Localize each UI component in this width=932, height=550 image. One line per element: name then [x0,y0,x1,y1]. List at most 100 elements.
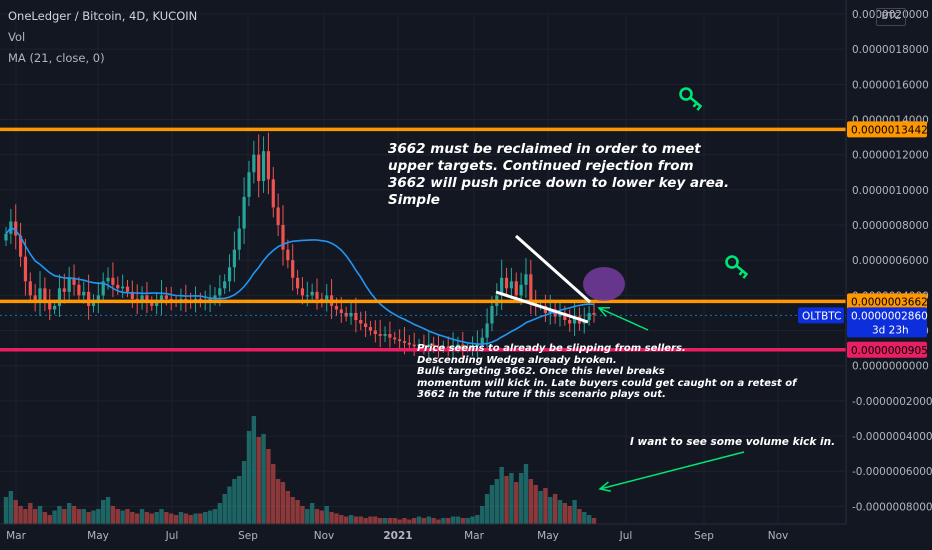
volume-bar [484,494,490,524]
candle-body [116,284,120,289]
price-tick-label: -0.0000002000 [852,396,932,408]
volume-bar [28,503,33,524]
candle-body [271,179,275,208]
candle-body [213,295,217,299]
volume-bar [241,461,247,524]
price-tick-label: 0.0000020000 [852,9,929,21]
candle-body [67,277,71,292]
horizontal-levels [0,127,846,352]
volume-bar [203,512,208,524]
volume-bar [86,512,91,524]
volume-bar [110,506,116,524]
moving-average-line [5,226,595,345]
candle-body [164,295,168,299]
candle-body [101,281,105,296]
wedge-upper-line [515,234,591,304]
volume-bar [178,512,184,524]
symbol-title[interactable]: OneLedger / Bitcoin, 4D, KUCOIN [8,9,198,23]
support-905-label: 0.0000000905 [851,345,928,357]
candle-body [383,334,387,336]
volume-bar [586,515,592,524]
volume-bar [397,519,402,524]
candle-body [349,312,353,317]
candle-body [4,233,8,241]
currency-badge[interactable]: BTC [876,8,906,26]
volume-bar [446,518,451,524]
volume-bar [144,512,150,524]
volume-bar [363,518,368,524]
arrow-head [598,481,611,492]
candle-body [96,295,100,303]
volume-bar [271,464,276,524]
volume-bar [572,500,577,524]
volume-bar [339,515,344,524]
candle-body [218,288,222,296]
volume-bar [504,476,509,524]
price-tick-label: -0.0000004000 [852,431,932,443]
candle-body [373,330,377,335]
candle-body [514,281,518,296]
candle-body [364,323,368,328]
candle-body [223,281,227,289]
candle-body [261,151,266,182]
volume-bar [159,509,164,524]
candle-body [315,291,319,299]
candle-body [276,207,280,226]
resistance-3662-label-bg [847,293,927,310]
volume-bar [23,509,28,524]
candle-body [125,286,130,292]
key-tooth [738,270,744,276]
price-tick-label: 0.0000016000 [852,79,929,91]
volume-bar [237,476,242,524]
candle-body [52,305,57,310]
candle-body [368,327,373,331]
volume-bar [441,518,446,524]
resistance-3662-label: 0.0000003662 [851,296,928,308]
volume-bar [169,513,174,524]
volume-arrow [598,451,745,492]
candle-body [393,337,397,340]
lower-note-line: Descending Wedge already broken. [417,354,617,366]
volume-bar [411,518,417,524]
volume-legend[interactable]: Vol [8,30,26,44]
ma-legend[interactable]: MA (21, close, 0) [8,51,105,65]
volume-bar [71,506,77,524]
key-tooth [696,105,702,111]
candle-body [87,291,91,306]
volume-bar [227,486,232,524]
candle-body [252,154,256,173]
volume-bar [314,509,320,524]
volume-bar [309,503,315,524]
volume-bar [348,515,354,524]
volume-bar [285,491,291,524]
volume-bar [135,513,140,524]
candle-body [344,312,348,317]
candle-body [334,305,339,310]
volume-bar [290,497,295,524]
candle-body [398,339,402,342]
candle-body [310,291,314,296]
volume-bar [280,482,286,524]
volume-bar [188,515,193,524]
volume-bar [42,512,48,524]
volume-bar [266,449,271,524]
volume-bar [105,497,111,524]
time-tick-label: Mar [464,530,484,542]
volume-bar [567,506,572,524]
volume-bar [295,500,300,524]
candle-body [509,281,513,289]
time-tick-label: 2021 [383,530,412,542]
time-tick-label: Sep [238,530,258,542]
upper-note-line: 3662 will push price down to lower key a… [388,175,730,191]
price-tick-label: -0.0000006000 [852,466,932,478]
candle-body [587,312,591,320]
candle-body [359,320,363,324]
candle-body [48,302,52,310]
lower-note-line: momentum will kick in. Late buyers could… [417,377,797,389]
volume-bar [130,512,135,524]
volume-bar [217,503,223,524]
volume-bar [358,516,363,524]
candle-body [446,346,450,349]
volume-bar [465,518,470,524]
